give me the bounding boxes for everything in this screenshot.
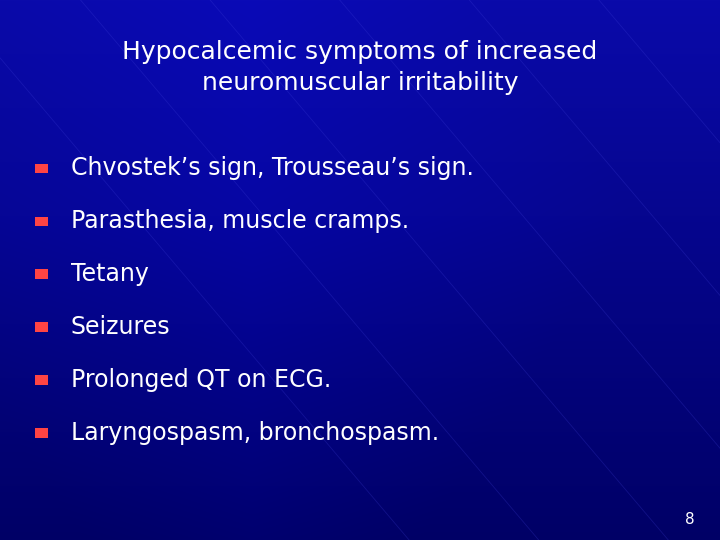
FancyBboxPatch shape	[35, 269, 48, 279]
Text: Laryngospasm, bronchospasm.: Laryngospasm, bronchospasm.	[71, 421, 438, 445]
Text: Prolonged QT on ECG.: Prolonged QT on ECG.	[71, 368, 330, 392]
Text: Seizures: Seizures	[71, 315, 170, 339]
Text: 8: 8	[685, 511, 695, 526]
Text: Chvostek’s sign, Trousseau’s sign.: Chvostek’s sign, Trousseau’s sign.	[71, 157, 474, 180]
FancyBboxPatch shape	[35, 322, 48, 332]
Text: Tetany: Tetany	[71, 262, 148, 286]
Text: Hypocalcemic symptoms of increased
neuromuscular irritability: Hypocalcemic symptoms of increased neuro…	[122, 40, 598, 95]
Text: Parasthesia, muscle cramps.: Parasthesia, muscle cramps.	[71, 210, 409, 233]
FancyBboxPatch shape	[35, 164, 48, 173]
FancyBboxPatch shape	[35, 375, 48, 385]
FancyBboxPatch shape	[35, 428, 48, 438]
FancyBboxPatch shape	[35, 217, 48, 226]
